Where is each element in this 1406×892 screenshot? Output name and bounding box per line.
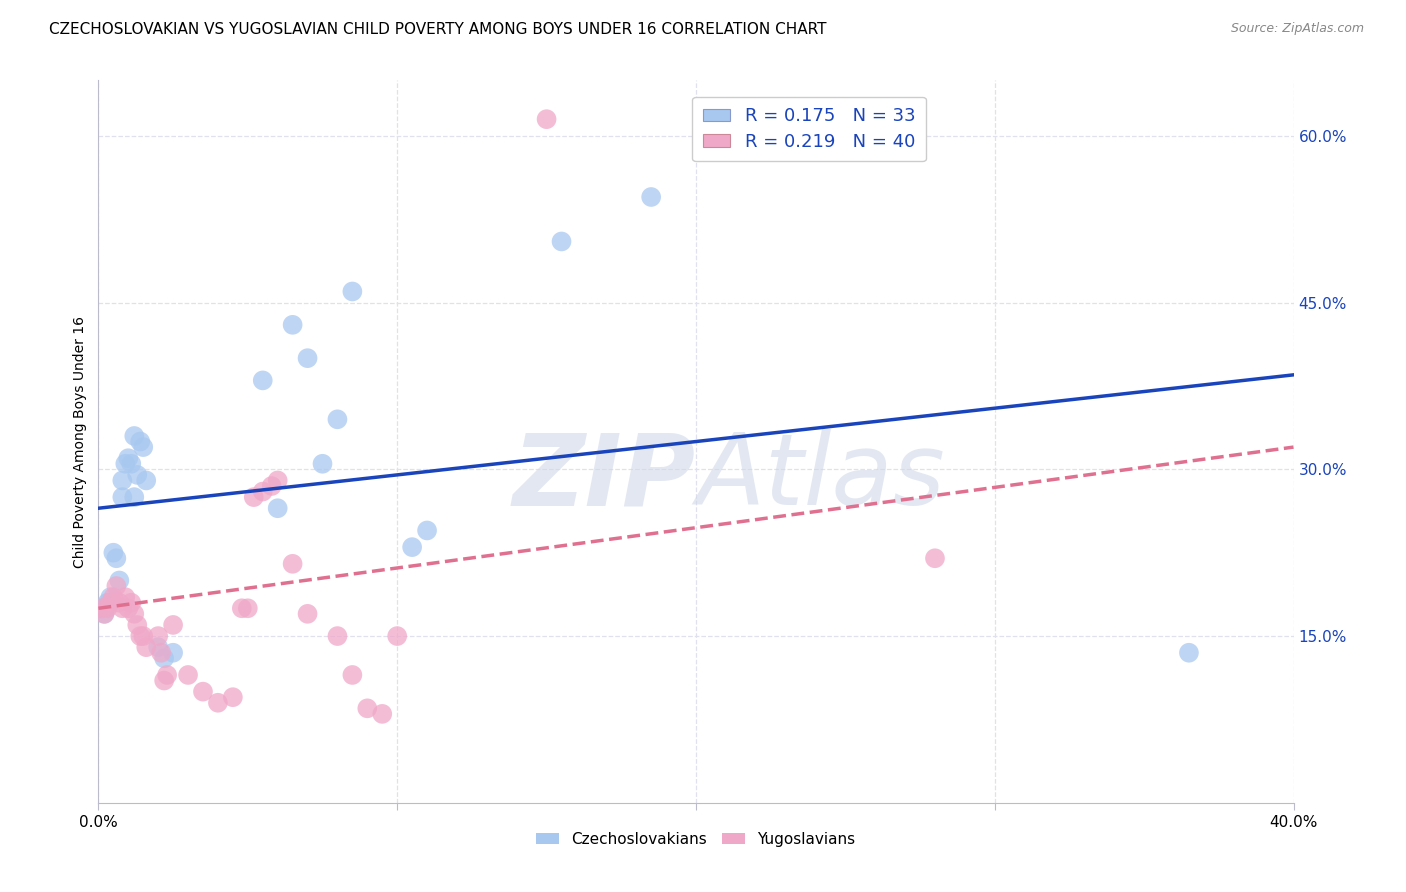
Point bbox=[281, 557, 304, 571]
Point bbox=[267, 474, 290, 488]
Point bbox=[127, 467, 149, 482]
Text: CZECHOSLOVAKIAN VS YUGOSLAVIAN CHILD POVERTY AMONG BOYS UNDER 16 CORRELATION CHA: CZECHOSLOVAKIAN VS YUGOSLAVIAN CHILD POV… bbox=[49, 22, 827, 37]
Point bbox=[114, 457, 136, 471]
Point bbox=[550, 235, 572, 249]
Point bbox=[93, 607, 115, 621]
Point bbox=[162, 618, 184, 632]
Point bbox=[536, 112, 558, 127]
Point bbox=[90, 601, 112, 615]
Point bbox=[401, 540, 423, 554]
Point bbox=[96, 601, 118, 615]
Point bbox=[124, 490, 146, 504]
Point bbox=[135, 640, 157, 655]
Point bbox=[153, 651, 176, 665]
Point bbox=[222, 690, 245, 705]
Point bbox=[129, 434, 152, 449]
Text: Source: ZipAtlas.com: Source: ZipAtlas.com bbox=[1230, 22, 1364, 36]
Point bbox=[127, 618, 149, 632]
Point bbox=[281, 318, 304, 332]
Point bbox=[105, 551, 128, 566]
Y-axis label: Child Poverty Among Boys Under 16: Child Poverty Among Boys Under 16 bbox=[73, 316, 87, 567]
Point bbox=[117, 601, 139, 615]
Point bbox=[132, 440, 155, 454]
Point bbox=[124, 607, 146, 621]
Point bbox=[231, 601, 253, 615]
Point bbox=[103, 590, 125, 604]
Point bbox=[326, 412, 349, 426]
Point bbox=[297, 607, 319, 621]
Point bbox=[135, 474, 157, 488]
Point bbox=[342, 668, 364, 682]
Point bbox=[177, 668, 200, 682]
Point bbox=[108, 574, 131, 588]
Point bbox=[98, 596, 122, 610]
Point bbox=[120, 596, 142, 610]
Point bbox=[416, 524, 439, 538]
Point bbox=[129, 629, 152, 643]
Point bbox=[156, 668, 179, 682]
Text: ZIP: ZIP bbox=[513, 429, 696, 526]
Point bbox=[356, 701, 378, 715]
Point bbox=[207, 696, 229, 710]
Point bbox=[90, 601, 112, 615]
Point bbox=[267, 501, 290, 516]
Point bbox=[98, 590, 122, 604]
Point bbox=[114, 590, 136, 604]
Point bbox=[111, 601, 134, 615]
Point bbox=[162, 646, 184, 660]
Point bbox=[311, 457, 333, 471]
Point bbox=[93, 607, 115, 621]
Point bbox=[924, 551, 946, 566]
Point bbox=[148, 640, 170, 655]
Point bbox=[260, 479, 283, 493]
Point bbox=[111, 474, 134, 488]
Point bbox=[326, 629, 349, 643]
Point bbox=[148, 629, 170, 643]
Point bbox=[120, 457, 142, 471]
Point bbox=[153, 673, 176, 688]
Point bbox=[111, 490, 134, 504]
Point bbox=[117, 451, 139, 466]
Point bbox=[105, 579, 128, 593]
Point bbox=[243, 490, 266, 504]
Point bbox=[103, 546, 125, 560]
Point bbox=[297, 351, 319, 366]
Point bbox=[252, 373, 274, 387]
Point bbox=[640, 190, 662, 204]
Point bbox=[108, 596, 131, 610]
Point bbox=[236, 601, 259, 615]
Point bbox=[385, 629, 409, 643]
Point bbox=[191, 684, 214, 698]
Point bbox=[150, 646, 173, 660]
Text: Atlas: Atlas bbox=[696, 429, 945, 526]
Point bbox=[1178, 646, 1201, 660]
Point bbox=[96, 596, 118, 610]
Point bbox=[132, 629, 155, 643]
Point bbox=[252, 484, 274, 499]
Point bbox=[342, 285, 364, 299]
Point bbox=[124, 429, 146, 443]
Legend: Czechoslovakians, Yugoslavians: Czechoslovakians, Yugoslavians bbox=[530, 826, 862, 853]
Point bbox=[371, 706, 394, 721]
